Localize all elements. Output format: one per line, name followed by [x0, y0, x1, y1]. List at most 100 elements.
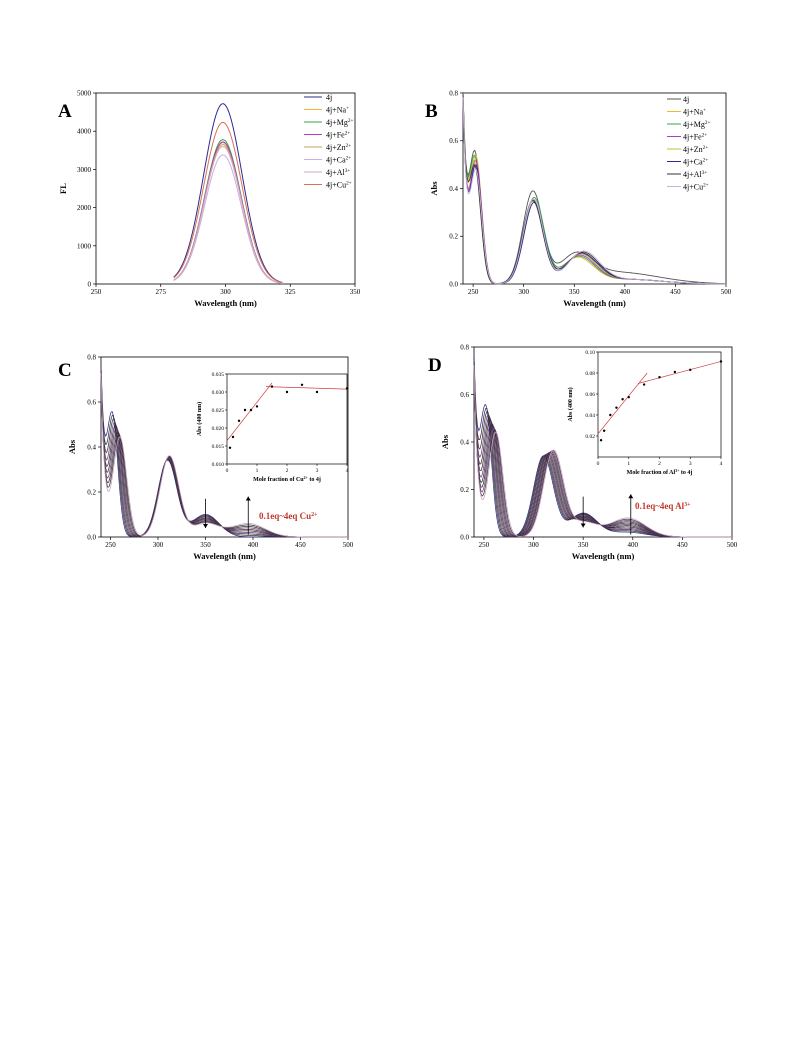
y-tick-label: 0.6 [460, 391, 469, 399]
y-tick-label: 0.2 [87, 488, 96, 496]
series-line [173, 121, 283, 284]
inset-data-point [300, 383, 304, 386]
x-tick-label: 350 [578, 541, 589, 549]
legend-entry: 4j+Mg2+ [326, 118, 353, 127]
legend-entry: 4j+Ca2+ [326, 156, 351, 165]
inset-y-tick-label: 0.010 [212, 462, 225, 468]
y-tick-label: 0 [88, 280, 92, 288]
decrease-arrowhead [580, 523, 586, 528]
inset-x-tick-label: 0 [226, 468, 229, 474]
inset-y-axis-label: Abs (400 nm) [196, 402, 203, 436]
panel-a: 250 275 300 325 350 0 1000 2000 3000 4000 5000 Wave… [58, 89, 361, 308]
y-tick-label: 0.4 [460, 438, 469, 446]
series-line [173, 141, 283, 284]
series-line [173, 145, 283, 284]
legend-entry: 4j+Na+ [683, 108, 706, 117]
inset-data-point [228, 446, 232, 449]
inset-y-tick-label: 0.10 [585, 350, 595, 356]
y-tick-label: 0.2 [449, 233, 458, 241]
inset-x-axis-label: Mole fraction of Al3+ to 4j [627, 469, 693, 476]
y-tick-label: 4000 [77, 128, 92, 136]
inset-x-tick-label: 3 [316, 468, 319, 474]
y-axis-label: Abs [440, 434, 450, 449]
inset-y-tick-label: 0.035 [212, 372, 225, 378]
inset-y-tick-label: 0.04 [585, 413, 595, 419]
inset-x-tick-label: 1 [627, 461, 630, 467]
x-tick-label: 500 [727, 541, 738, 549]
series-line [173, 144, 283, 284]
y-tick-label: 0.6 [449, 137, 458, 145]
inset-x-tick-label: 1 [256, 468, 259, 474]
inset-data-point [689, 368, 692, 372]
inset-data-point [599, 439, 603, 442]
inset-data-point [719, 360, 723, 363]
x-tick-label: 300 [518, 288, 529, 296]
x-tick-label: 250 [468, 288, 479, 296]
inset-fit-line [226, 382, 273, 441]
inset-frame [226, 373, 348, 465]
y-tick-label: 0.8 [87, 353, 96, 361]
inset-data-point [642, 383, 646, 386]
inset-y-tick-label: 0.025 [212, 408, 225, 414]
titration-curve [473, 365, 732, 538]
panel-b: 250 300 350 400 450 500 0.0 0.2 0.4 0.6 0.8 Wavelen… [425, 89, 732, 308]
inset-data-point [243, 408, 247, 412]
inset-y-tick-label: 0.08 [585, 371, 595, 377]
x-tick-label: 325 [285, 288, 296, 296]
series-line [462, 97, 727, 285]
inset-y-tick-label: 0.020 [212, 426, 225, 432]
inset-x-tick-label: 4 [720, 461, 723, 467]
inset-x-axis-label: Mole fraction of Cu2+ to 4j [253, 476, 321, 483]
series-line [173, 154, 283, 284]
inset-data-point [237, 419, 241, 422]
x-tick-label: 250 [105, 541, 116, 549]
panel-label-d: D [428, 355, 442, 376]
x-tick-label: 350 [569, 288, 580, 296]
x-tick-label: 400 [628, 541, 639, 549]
panel-d: 250 300 350 400 450 500 0.0 0.2 0.4 0.6 0.8 Wavelen… [428, 343, 738, 561]
titration-annotation: 0.1eq~4eq Al3+ [635, 501, 691, 511]
inset-data-point [609, 413, 612, 417]
increase-arrowhead [245, 496, 251, 501]
titration-annotation: 0.1eq~4eq Cu2+ [259, 511, 318, 521]
x-tick-label: 450 [670, 288, 681, 296]
legend-entry: 4j+Al3+ [683, 170, 707, 179]
x-tick-label: 400 [620, 288, 631, 296]
legend-entry: 4j+Zn2+ [326, 143, 351, 152]
panel-label-c: C [58, 360, 72, 381]
inset-y-tick-label: 0.02 [585, 434, 595, 440]
x-tick-label: 300 [153, 541, 164, 549]
inset-data-point [615, 406, 618, 409]
inset-data-point [285, 390, 289, 394]
legend-entry: 4j [326, 93, 332, 102]
series-line [173, 103, 283, 283]
y-tick-label: 0.2 [460, 486, 469, 494]
y-tick-label: 0.4 [449, 185, 458, 193]
y-axis-label: Abs [67, 439, 77, 454]
x-tick-label: 450 [677, 541, 688, 549]
x-tick-label: 500 [343, 541, 354, 549]
y-tick-label: 1000 [77, 242, 92, 250]
inset-data-point [315, 390, 319, 394]
series-line [173, 139, 283, 284]
x-tick-label: 350 [200, 541, 211, 549]
y-tick-label: 0.0 [449, 280, 458, 288]
inset-y-axis-label: Abs (400 nm) [567, 387, 574, 421]
y-tick-label: 5000 [77, 89, 92, 97]
x-tick-label: 350 [350, 288, 361, 296]
inset-data-point [345, 387, 349, 390]
legend-entry: 4j+Mg2+ [683, 120, 710, 129]
legend-entry: 4j+Zn2+ [683, 145, 708, 154]
titration-curve [100, 373, 348, 538]
inset-data-point [673, 370, 677, 374]
legend-entry: 4j [683, 95, 689, 104]
x-tick-label: 300 [528, 541, 539, 549]
inset-x-tick-label: 3 [689, 461, 692, 467]
legend-entry: 4j+Na+ [326, 106, 349, 115]
inset-fit-line [265, 386, 348, 390]
y-axis-label: Abs [429, 181, 439, 196]
inset-y-tick-label: 0.06 [585, 392, 595, 398]
inset-data-point [255, 405, 259, 408]
series-line [173, 142, 283, 284]
